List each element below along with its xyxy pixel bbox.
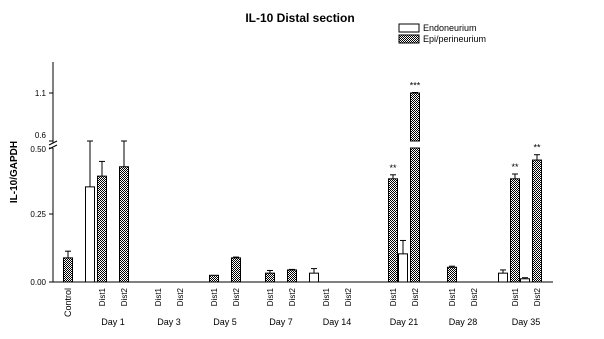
significance-day-35-dist1-epi-perineurium: **: [511, 162, 519, 172]
x-sublabel-day-5-dist2: Dist2: [232, 287, 241, 306]
x-label-day-1: Day 1: [101, 317, 125, 327]
x-label-control: Control: [63, 288, 73, 317]
x-label-day-5: Day 5: [213, 317, 237, 327]
x-sublabel-day-14-dist2: Dist2: [344, 287, 353, 306]
x-sublabel-day-7-dist2: Dist2: [288, 287, 297, 306]
y-axis-label: IL-10/GAPDH: [9, 141, 20, 203]
bar-day-5-dist1-epi-perineurium: [209, 274, 219, 283]
bar-day-1-dist2-epi-perineurium: [119, 166, 129, 283]
significance-day-21-dist1-epi-perineurium: **: [389, 163, 397, 173]
legend-swatch-endoneurium: [398, 23, 420, 33]
bar-day-35-dist1-endoneurium: [498, 272, 508, 283]
chart-title: IL-10 Distal section: [245, 11, 354, 25]
legend: Endoneurium Epi/perineurium: [398, 23, 486, 44]
x-sublabel-day-21-dist2: Dist2: [411, 287, 420, 306]
bar-day-35-dist2-endoneurium: [520, 278, 530, 283]
x-sublabel-day-35-dist2: Dist2: [533, 287, 542, 306]
x-label-day-3: Day 3: [157, 317, 181, 327]
x-sublabel-day-28-dist2: Dist2: [470, 287, 479, 306]
x-sublabel-day-14-dist1: Dist1: [322, 287, 331, 306]
y-tick-label-11: 1.1: [35, 89, 47, 98]
bar-day-35-dist2-epi-perineurium: [532, 159, 542, 283]
x-label-day-14: Day 14: [323, 317, 352, 327]
bar-day-5-dist2-epi-perineurium: [231, 257, 241, 283]
y-tick-label-025: 0.25: [30, 210, 46, 219]
bar-day-14-dist1-endoneurium: [309, 272, 319, 283]
y-tick-label-050: 0.50: [30, 145, 46, 154]
x-label-day-28: Day 28: [449, 317, 478, 327]
x-sublabel-day-7-dist1: Dist1: [266, 287, 275, 306]
bar-day-21-dist2-epi-perineurium-lower: [410, 147, 420, 283]
bar-day-7-dist1-epi-perineurium: [265, 272, 275, 283]
bar-day-21-dist2-endoneurium: [398, 253, 408, 283]
x-sublabel-day-3-dist2: Dist2: [176, 287, 185, 306]
x-sublabel-day-28-dist1: Dist1: [448, 287, 457, 306]
significance-day-21-dist2-epi-perineurium: ***: [410, 81, 421, 91]
bar-day-1-dist1-endoneurium: [85, 186, 95, 283]
y-tick-label-0: 0.00: [30, 278, 46, 287]
bar-day-35-dist1-epi-perineurium: [510, 178, 520, 283]
x-label-day-21: Day 21: [390, 317, 419, 327]
x-sublabel-day-3-dist1: Dist1: [154, 287, 163, 306]
axes: 0.00 0.25 0.50 0.6 1.1: [30, 62, 553, 287]
x-label-day-35: Day 35: [512, 317, 541, 327]
x-sublabel-day-1-dist2: Dist2: [120, 287, 129, 306]
y-tick-label-06: 0.6: [35, 131, 47, 140]
x-sublabel-day-5-dist1: Dist1: [210, 287, 219, 306]
x-axis-labels: Control Dist1 Dist2 Day 1 Dist1 Dist2 Day 3 Dis…: [63, 287, 542, 327]
bars: *********: [63, 81, 542, 283]
legend-label-endoneurium: Endoneurium: [423, 23, 477, 33]
bar-day-1-dist1-epi-perineurium: [97, 175, 107, 283]
legend-label-epi-perineurium: Epi/perineurium: [423, 34, 486, 44]
x-label-day-7: Day 7: [269, 317, 293, 327]
bar-day-28-dist1-epi-perineurium: [447, 266, 457, 283]
legend-swatch-epi-perineurium: [398, 34, 420, 44]
bar-control-epi-perineurium: [63, 257, 73, 283]
bar-day-21-dist2-epi-perineurium-upper: [410, 92, 420, 142]
x-sublabel-day-21-dist1: Dist1: [389, 287, 398, 306]
x-sublabel-day-35-dist1: Dist1: [511, 287, 520, 306]
bar-day-21-dist1-epi-perineurium: [388, 178, 398, 283]
x-sublabel-day-1-dist1: Dist1: [98, 287, 107, 306]
significance-day-35-dist2-epi-perineurium: **: [533, 143, 541, 153]
bar-day-7-dist2-epi-perineurium: [287, 269, 297, 283]
